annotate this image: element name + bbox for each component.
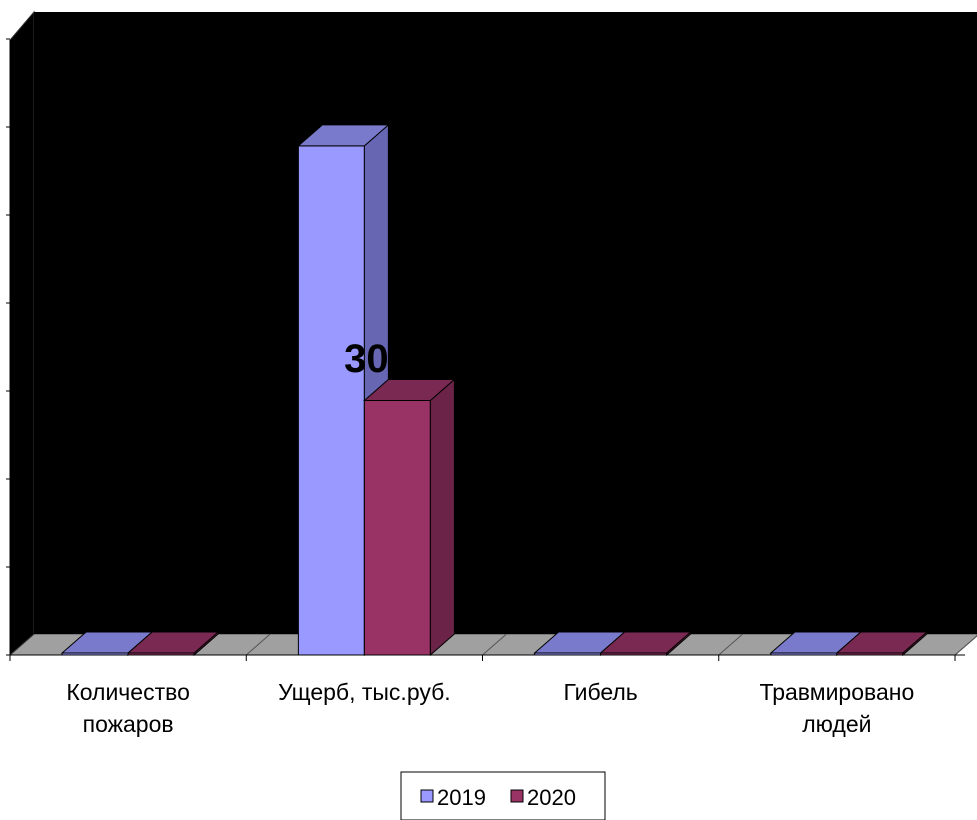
category-label: Гибель <box>563 679 637 705</box>
data-labels: 30 <box>344 337 389 381</box>
data-label: 30 <box>344 337 389 381</box>
legend-label: 2019 <box>437 785 486 810</box>
category-label: людей <box>802 711 871 737</box>
floor-divider <box>718 633 744 656</box>
back-wall <box>34 12 977 634</box>
bar-top <box>835 631 929 654</box>
bar-top <box>599 631 692 654</box>
legend-box <box>400 771 606 820</box>
bar-side <box>429 378 455 657</box>
legend: 2019 2020 <box>400 771 606 820</box>
bar-top <box>297 124 390 147</box>
axes <box>6 10 977 661</box>
category-label: Количество <box>66 679 190 705</box>
category-labels: Количество пожаров Ущерб, тыс.руб. Гибель Тр… <box>66 679 914 737</box>
bar-front <box>363 399 431 656</box>
bar <box>599 630 692 657</box>
category-label: Ущерб, тыс.руб. <box>278 679 451 705</box>
bar-top <box>363 378 456 401</box>
legend-swatch <box>420 789 434 803</box>
legend-swatch <box>510 789 524 803</box>
bar-front <box>297 145 365 656</box>
floor-divider <box>245 633 271 656</box>
bar <box>126 630 220 657</box>
floor-divider <box>954 635 977 656</box>
legend-label: 2020 <box>527 785 576 810</box>
bar <box>363 378 456 657</box>
bar-top <box>126 631 220 654</box>
category-label: Травмировано <box>759 679 914 705</box>
bar <box>835 630 929 657</box>
side-wall <box>9 10 35 657</box>
bars <box>60 123 929 657</box>
floor-divider <box>482 633 507 656</box>
category-label: пожаров <box>83 711 174 737</box>
